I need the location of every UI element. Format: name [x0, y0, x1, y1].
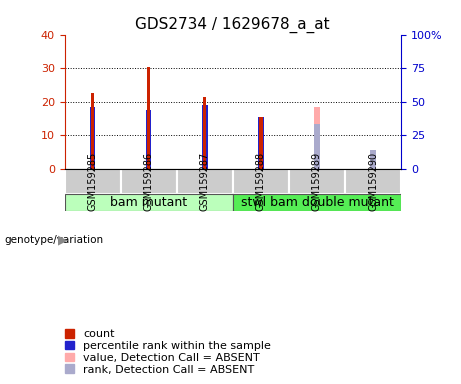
Bar [146, 110, 152, 169]
Bar [259, 117, 262, 169]
FancyBboxPatch shape [65, 194, 233, 211]
Bar [147, 66, 150, 169]
Bar [370, 155, 376, 169]
Bar [90, 107, 95, 169]
Bar [370, 150, 376, 169]
Text: GSM159287: GSM159287 [200, 152, 210, 211]
Text: ▶: ▶ [58, 233, 67, 247]
FancyBboxPatch shape [233, 194, 401, 211]
Text: genotype/variation: genotype/variation [5, 235, 104, 245]
Bar [91, 93, 94, 169]
Text: GSM159289: GSM159289 [312, 152, 322, 211]
Text: GSM159290: GSM159290 [368, 152, 378, 211]
Bar [147, 66, 150, 169]
Bar [202, 105, 207, 169]
Bar [258, 117, 264, 169]
FancyBboxPatch shape [289, 169, 345, 194]
Legend: count, percentile rank within the sample, value, Detection Call = ABSENT, rank, : count, percentile rank within the sample… [65, 329, 271, 375]
Bar [313, 107, 320, 169]
FancyBboxPatch shape [345, 169, 401, 194]
Bar [314, 124, 320, 169]
Bar [203, 97, 207, 169]
FancyBboxPatch shape [65, 169, 121, 194]
Bar [91, 93, 94, 169]
Text: GSM159288: GSM159288 [256, 152, 266, 211]
Bar [203, 97, 207, 169]
FancyBboxPatch shape [121, 169, 177, 194]
Text: bam mutant: bam mutant [110, 196, 187, 209]
FancyBboxPatch shape [233, 169, 289, 194]
FancyBboxPatch shape [177, 169, 233, 194]
Text: stwl bam double mutant: stwl bam double mutant [241, 196, 393, 209]
Text: GSM159285: GSM159285 [88, 152, 98, 211]
Bar [259, 117, 262, 169]
Title: GDS2734 / 1629678_a_at: GDS2734 / 1629678_a_at [136, 17, 330, 33]
Text: GSM159286: GSM159286 [144, 152, 154, 211]
